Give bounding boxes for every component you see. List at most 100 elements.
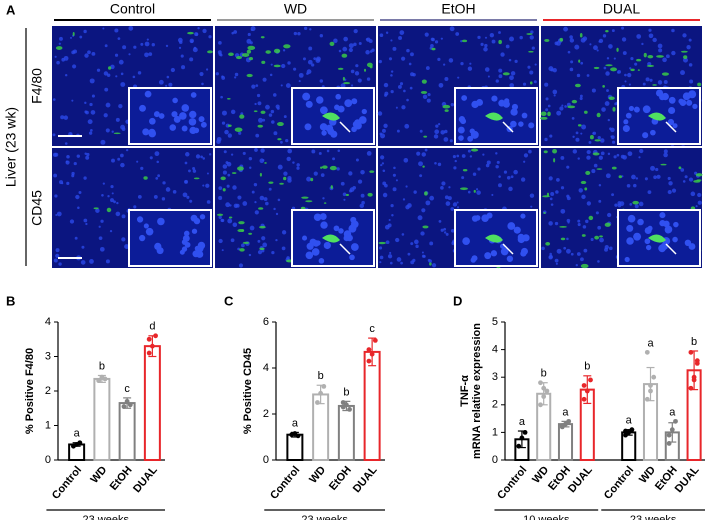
stain (584, 110, 588, 114)
nucleus (116, 201, 119, 205)
nucleus (297, 31, 301, 36)
stain (228, 52, 234, 57)
nucleus (349, 189, 353, 193)
nucleus (617, 69, 622, 74)
inset-nucleus (319, 123, 328, 131)
nucleus (254, 210, 259, 215)
nucleus (443, 63, 446, 66)
nucleus (638, 201, 644, 207)
nucleus (401, 56, 406, 61)
data-point (146, 336, 152, 342)
inset-nucleus (476, 99, 484, 106)
nucleus (206, 172, 209, 175)
nucleus (491, 39, 496, 44)
significance-letter: b (584, 361, 590, 373)
nucleus (634, 62, 638, 66)
stain (279, 182, 284, 185)
nucleus (106, 73, 111, 77)
nucleus (91, 51, 96, 56)
stain (237, 166, 244, 171)
nucleus (572, 135, 575, 138)
nucleus (390, 203, 394, 208)
inset-nucleus (624, 256, 630, 263)
nucleus (480, 42, 484, 46)
nucleus (421, 251, 424, 254)
y-tick-label: 0 (45, 454, 51, 466)
nucleus (682, 180, 686, 183)
nucleus (658, 48, 663, 53)
nucleus (69, 36, 73, 39)
y-tick-label: 5 (492, 316, 498, 328)
nucleus (545, 108, 549, 112)
panel-label: B (6, 293, 15, 308)
stain (228, 216, 233, 219)
data-point (340, 400, 346, 405)
inset-nucleus (510, 108, 518, 116)
inset-nucleus (338, 228, 344, 234)
nucleus (286, 156, 291, 162)
stain (260, 110, 266, 114)
nucleus (421, 208, 426, 213)
nucleus (690, 191, 696, 197)
inset-nucleus (346, 234, 353, 242)
nucleus (461, 154, 466, 158)
nucleus (456, 154, 460, 158)
inset-nucleus (633, 106, 640, 113)
inset-nucleus (196, 250, 204, 258)
data-point (691, 377, 697, 383)
nucleus (84, 101, 87, 105)
nucleus (326, 149, 330, 153)
nucleus (120, 153, 124, 158)
bar (337, 404, 355, 462)
nucleus (429, 241, 434, 246)
inset-nucleus (139, 104, 146, 112)
nucleus (550, 192, 555, 197)
nucleus (440, 130, 445, 135)
nucleus (340, 181, 345, 186)
inset-nucleus (481, 214, 489, 222)
nucleus (109, 229, 113, 233)
nucleus (631, 174, 636, 180)
nucleus (449, 139, 453, 143)
stain (461, 39, 468, 43)
inset-nucleus (679, 99, 687, 106)
nucleus (90, 128, 93, 132)
stain (571, 99, 578, 104)
nucleus (52, 98, 56, 101)
nucleus (578, 188, 583, 193)
stain (695, 173, 703, 177)
nucleus (258, 117, 263, 123)
nucleus (54, 194, 58, 198)
nucleus (417, 215, 423, 221)
nucleus (186, 195, 190, 199)
nucleus (337, 149, 341, 152)
stain (543, 150, 548, 154)
nucleus (663, 149, 668, 154)
stain (528, 50, 534, 53)
inset-nucleus (520, 213, 526, 219)
nucleus (510, 71, 516, 76)
nucleus (662, 57, 667, 63)
y-tick-label: 1 (492, 426, 498, 438)
nucleus (598, 38, 604, 44)
inset-nucleus (688, 90, 697, 99)
inset-nucleus (319, 213, 327, 220)
nucleus (597, 260, 600, 263)
y-axis-label: % Positive F4/80 (24, 348, 36, 434)
inset-nucleus (323, 241, 331, 250)
stain (442, 104, 451, 109)
inset-nucleus (148, 129, 157, 138)
inset-nucleus (188, 118, 197, 126)
nucleus (282, 49, 286, 52)
nucleus (445, 201, 451, 206)
stain (580, 180, 587, 185)
inset-nucleus (311, 248, 320, 256)
nucleus (285, 138, 289, 143)
nucleus (144, 41, 150, 47)
nucleus (137, 195, 142, 199)
nucleus (397, 84, 402, 89)
data-point (644, 349, 650, 355)
inset-nucleus (517, 233, 525, 241)
stain (584, 187, 588, 191)
nucleus (653, 175, 657, 180)
